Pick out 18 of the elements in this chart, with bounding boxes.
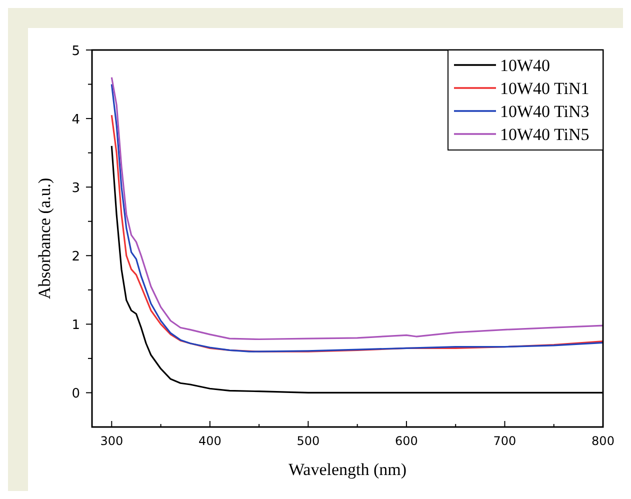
x-tick-label: 800	[592, 434, 614, 448]
legend-label: 10W40 TiN5	[500, 125, 590, 144]
legend-label: 10W40 TiN1	[500, 79, 590, 98]
y-axis-title: Absorbance (a.u.)	[35, 178, 54, 300]
y-tick-label: 3	[72, 181, 80, 196]
y-tick-label: 5	[72, 44, 80, 59]
x-tick-label: 400	[198, 434, 222, 448]
y-tick-label: 1	[72, 318, 80, 334]
x-tick-label: 500	[296, 434, 320, 448]
y-tick-label: 0	[72, 386, 80, 402]
x-tick-label: 700	[493, 434, 516, 448]
x-axis-title: Wavelength (nm)	[288, 460, 407, 479]
x-tick-label: 300	[100, 434, 124, 448]
legend-label: 10W40	[500, 56, 550, 75]
legend-label: 10W40 TiN3	[500, 102, 590, 121]
y-tick-label: 4	[72, 112, 80, 128]
y-tick-label: 2	[72, 250, 80, 265]
x-tick-label: 600	[395, 434, 418, 448]
